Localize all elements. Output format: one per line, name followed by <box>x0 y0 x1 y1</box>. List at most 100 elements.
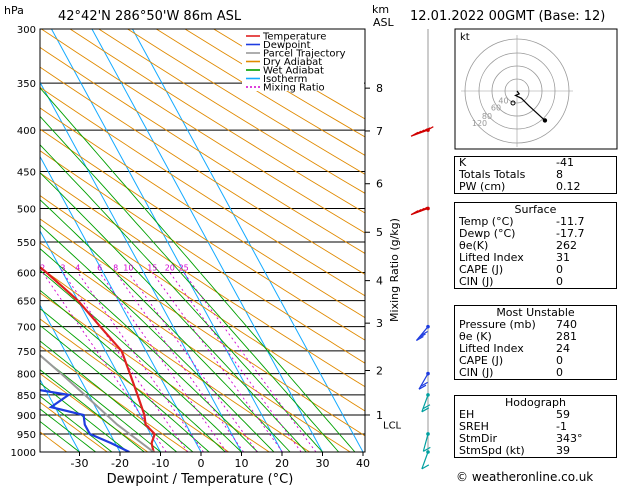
hodograph-ring-label: 80 <box>482 112 492 121</box>
dry-adiabat-line <box>40 242 352 452</box>
mixing-ratio-line <box>128 272 258 452</box>
hpa-label: hPa <box>4 4 24 17</box>
wet-adiabat-line <box>40 248 259 452</box>
wet-adiabat-line <box>40 307 210 452</box>
barb-flag <box>422 404 431 410</box>
isotherm-line <box>40 229 161 452</box>
table-row: Dewp (°C) -17.7 <box>455 228 616 240</box>
km-label: km <box>372 3 389 16</box>
mixing-ratio-line <box>183 272 317 452</box>
km-tick-label: 2 <box>376 365 383 378</box>
dry-adiabat-line <box>40 195 365 412</box>
location-title: 42°42'N 286°50'W 86m ASL <box>58 9 242 24</box>
barb-flag <box>419 206 428 212</box>
row-label: StmDir <box>459 432 498 445</box>
hodograph-ring-label: 120 <box>472 119 487 128</box>
table-row: Temp (°C) -11.7 <box>455 216 616 228</box>
parcel-curve <box>40 353 155 452</box>
row-label: PW (cm) <box>459 180 506 193</box>
datetime-title: 12.01.2022 00GMT (Base: 12) <box>410 9 605 24</box>
dry-adiabat-line <box>40 128 365 341</box>
x-tick-label: 30 <box>316 457 330 470</box>
legend-label: Temperature <box>262 32 326 43</box>
wind-barb <box>418 371 430 390</box>
wet-adiabat-line <box>40 340 177 452</box>
table-row: CAPE (J) 0 <box>455 355 616 367</box>
wind-barbs <box>410 29 434 470</box>
mixing-ratio-label: 20 <box>165 264 175 273</box>
hodograph-end-dot <box>542 118 548 123</box>
hodograph-ring-label: 60 <box>491 104 501 113</box>
copyright-footer: © weatheronline.co.uk <box>456 470 594 484</box>
dry-adiabat-line <box>155 29 365 156</box>
dry-adiabat-line <box>40 86 365 297</box>
pressure-tick-label: 850 <box>17 391 36 402</box>
row-label: EH <box>459 408 475 421</box>
pressure-tick-label: 650 <box>17 297 36 308</box>
x-tick-label: 10 <box>235 457 249 470</box>
wind-barb <box>410 126 434 137</box>
pressure-tick-label: 400 <box>17 126 36 137</box>
barb-flag <box>421 407 430 413</box>
barb-flag <box>421 464 430 470</box>
row-value: -41 <box>556 156 574 169</box>
row-value: 31 <box>556 251 570 264</box>
table-row: StmDir 343° <box>455 433 616 445</box>
pressure-tick-label: 900 <box>17 411 36 422</box>
most-unstable-table: Most Unstable Pressure (mb) 740 θe (K) 281… <box>454 305 617 380</box>
pressure-tick-label: 750 <box>17 347 36 358</box>
table-row: StmSpd (kt) 39 <box>455 445 616 457</box>
wet-adiabat-line <box>40 87 356 452</box>
row-value: 24 <box>556 342 570 355</box>
table-row: Totals Totals 8 <box>455 169 616 181</box>
pressure-tick-label: 800 <box>17 370 36 381</box>
dry-adiabat-line <box>40 318 230 452</box>
dry-adiabat-line <box>40 150 365 364</box>
x-tick-label: 20 <box>275 457 289 470</box>
mixing-ratio-label: 6 <box>97 264 102 273</box>
row-label: θe(K) <box>459 239 489 252</box>
row-label: θe (K) <box>459 330 492 343</box>
legend-label: Dewpoint <box>263 40 311 51</box>
isotherm-line <box>40 378 80 452</box>
wet-adiabat-line <box>40 289 226 452</box>
barb-staff <box>415 326 429 341</box>
row-label: Lifted Index <box>459 251 524 264</box>
barb-flag <box>418 384 427 390</box>
mixing-ratio-line <box>77 272 204 452</box>
legend-label: Mixing Ratio <box>263 83 325 94</box>
km-tick-label: 3 <box>376 317 383 330</box>
surface-table: Surface Temp (°C) -11.7 Dewp (°C) -17.7 θe… <box>454 202 617 289</box>
storm-motion-marker <box>510 100 516 106</box>
section-title: Hodograph <box>505 396 566 409</box>
row-label: StmSpd (kt) <box>459 444 525 457</box>
row-value: -17.7 <box>556 227 585 240</box>
dry-adiabat-line <box>40 218 365 437</box>
table-row: θe(K) 262 <box>455 240 616 252</box>
wet-adiabat-line <box>40 115 340 452</box>
skewt-grid: 2 3 4 6 8 10 15 20 25 <box>40 29 365 452</box>
wind-barb <box>421 450 430 470</box>
row-value: 59 <box>556 408 570 421</box>
dry-adiabat-line <box>40 29 365 234</box>
row-label: CIN (J) <box>459 366 494 379</box>
row-value: 262 <box>556 239 577 252</box>
mixing-ratio-line <box>99 272 227 452</box>
barb-flag <box>418 333 426 339</box>
row-value: -1 <box>556 420 567 433</box>
section-title: Most Unstable <box>496 306 575 319</box>
row-value: -11.7 <box>556 215 585 228</box>
dry-adiabat-line <box>40 401 108 452</box>
wet-adiabat-line <box>40 199 291 452</box>
hodograph-ring-label: 40 <box>498 97 508 106</box>
pressure-tick-label: 950 <box>17 430 36 441</box>
legend-label: Isotherm <box>263 74 307 85</box>
barb-flag <box>416 335 424 341</box>
row-label: CAPE (J) <box>459 354 504 367</box>
wet-adiabat-line <box>40 382 129 452</box>
dry-adiabat-line <box>40 345 189 452</box>
x-axis-title: Dewpoint / Temperature (°C) <box>107 472 294 486</box>
row-label: CAPE (J) <box>459 263 504 276</box>
